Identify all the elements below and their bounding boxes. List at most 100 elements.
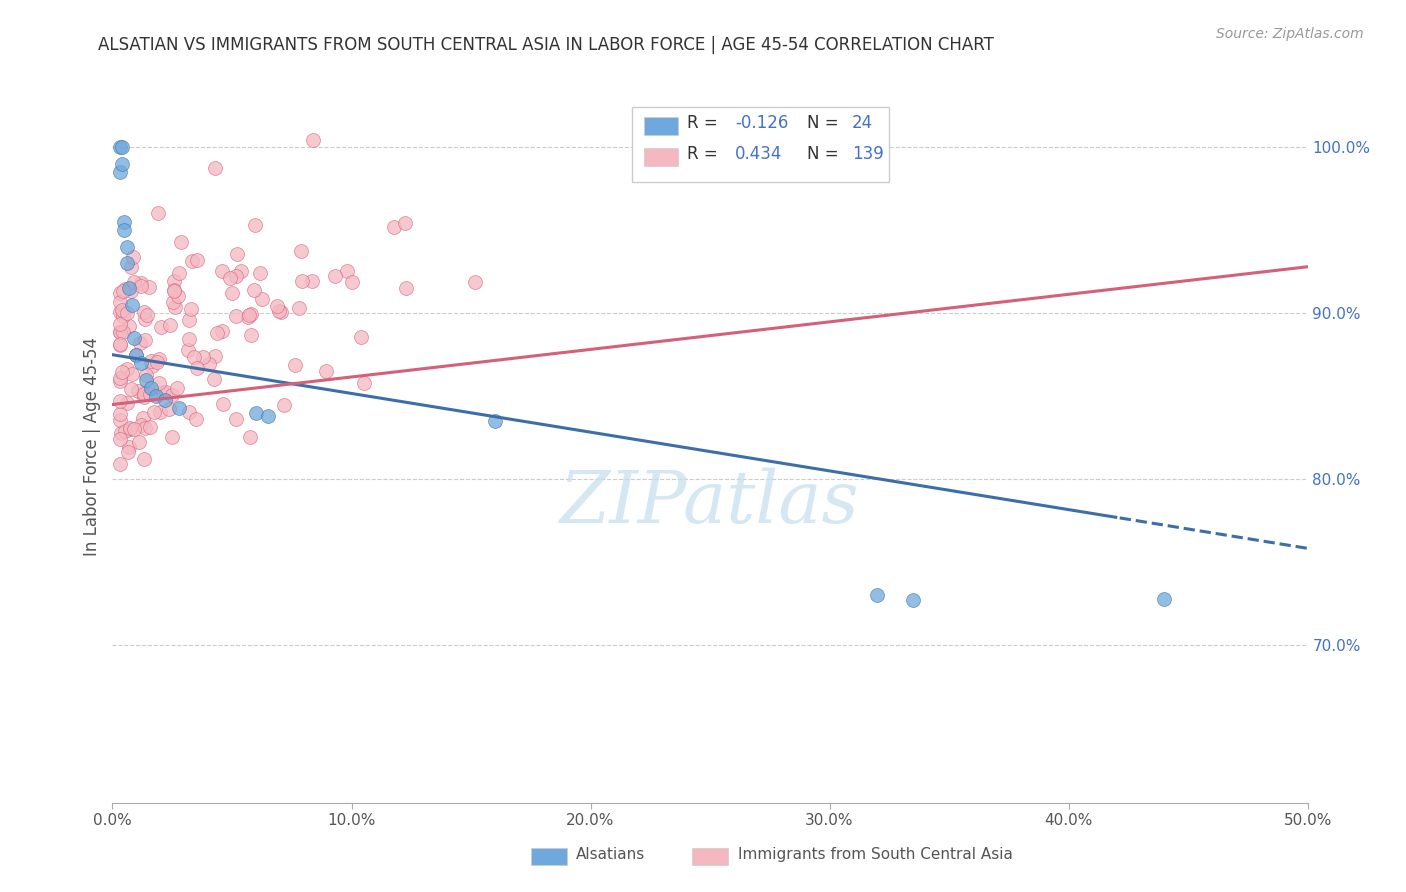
Point	[394, 216, 416, 230]
Point	[111, 365, 134, 379]
Point	[484, 414, 506, 428]
Point	[284, 358, 307, 372]
Text: Alsatians: Alsatians	[576, 847, 645, 863]
Point	[122, 275, 145, 289]
Point	[139, 381, 162, 395]
Point	[903, 593, 925, 607]
Point	[211, 397, 233, 411]
Point	[193, 350, 215, 364]
Point	[226, 247, 249, 261]
Point	[177, 405, 200, 419]
Point	[159, 401, 181, 416]
Point	[166, 381, 188, 395]
Point	[112, 304, 135, 318]
Point	[167, 266, 190, 280]
Point	[221, 285, 243, 300]
Point	[180, 253, 202, 268]
Point	[315, 363, 337, 377]
Point	[152, 384, 174, 399]
Text: 139: 139	[852, 145, 884, 163]
Point	[114, 282, 136, 296]
Point	[108, 317, 131, 331]
Point	[225, 268, 247, 283]
Point	[129, 356, 152, 370]
Point	[177, 332, 200, 346]
Point	[132, 410, 155, 425]
Point	[162, 430, 184, 444]
Point	[132, 390, 155, 404]
FancyBboxPatch shape	[633, 107, 890, 182]
Point	[132, 304, 155, 318]
Point	[108, 140, 131, 154]
Point	[118, 440, 141, 454]
Text: ALSATIAN VS IMMIGRANTS FROM SOUTH CENTRAL ASIA IN LABOR FORCE | AGE 45-54 CORREL: ALSATIAN VS IMMIGRANTS FROM SOUTH CENTRA…	[98, 36, 994, 54]
Point	[114, 223, 135, 237]
Point	[1153, 591, 1175, 606]
Point	[249, 266, 271, 280]
Point	[180, 301, 202, 316]
Text: Immigrants from South Central Asia: Immigrants from South Central Asia	[738, 847, 1012, 863]
Point	[134, 387, 156, 401]
Point	[142, 405, 165, 419]
Point	[153, 392, 176, 407]
Point	[132, 386, 155, 401]
Point	[108, 432, 131, 446]
Point	[238, 308, 260, 322]
Point	[266, 299, 288, 313]
Point	[202, 372, 225, 386]
Point	[219, 271, 242, 285]
Point	[160, 388, 183, 402]
Point	[117, 444, 139, 458]
Point	[288, 301, 311, 315]
Text: N =: N =	[807, 114, 844, 132]
Point	[108, 458, 131, 472]
Text: 24: 24	[852, 114, 873, 132]
Point	[120, 382, 142, 396]
Point	[204, 349, 226, 363]
Point	[176, 343, 198, 357]
Point	[169, 401, 191, 415]
Point	[122, 331, 145, 345]
Point	[179, 313, 201, 327]
Point	[114, 424, 136, 438]
Point	[135, 368, 157, 383]
Point	[336, 264, 359, 278]
Point	[125, 348, 148, 362]
FancyBboxPatch shape	[644, 117, 678, 135]
Point	[108, 337, 131, 351]
Point	[148, 352, 170, 367]
Point	[108, 165, 131, 179]
Point	[146, 206, 169, 220]
Point	[108, 285, 131, 300]
Point	[136, 308, 159, 322]
Point	[125, 348, 148, 362]
Point	[267, 303, 290, 318]
Point	[225, 412, 247, 426]
Point	[148, 376, 170, 391]
Point	[135, 373, 157, 387]
Point	[129, 276, 152, 290]
Point	[464, 275, 486, 289]
Point	[115, 362, 138, 376]
Point	[118, 319, 141, 334]
Point	[111, 140, 134, 154]
Point	[163, 301, 186, 315]
Point	[145, 355, 167, 369]
Point	[186, 361, 208, 376]
Point	[245, 406, 267, 420]
Point	[231, 264, 253, 278]
Point	[120, 284, 142, 298]
Point	[115, 240, 138, 254]
Point	[115, 306, 138, 320]
Point	[155, 384, 177, 399]
Point	[134, 333, 156, 347]
Point	[112, 326, 135, 340]
Point	[134, 312, 156, 326]
Point	[239, 430, 262, 444]
Point	[290, 244, 312, 259]
FancyBboxPatch shape	[531, 847, 567, 865]
Point	[108, 374, 131, 388]
Point	[205, 326, 228, 340]
Point	[139, 354, 162, 368]
Point	[384, 220, 406, 235]
